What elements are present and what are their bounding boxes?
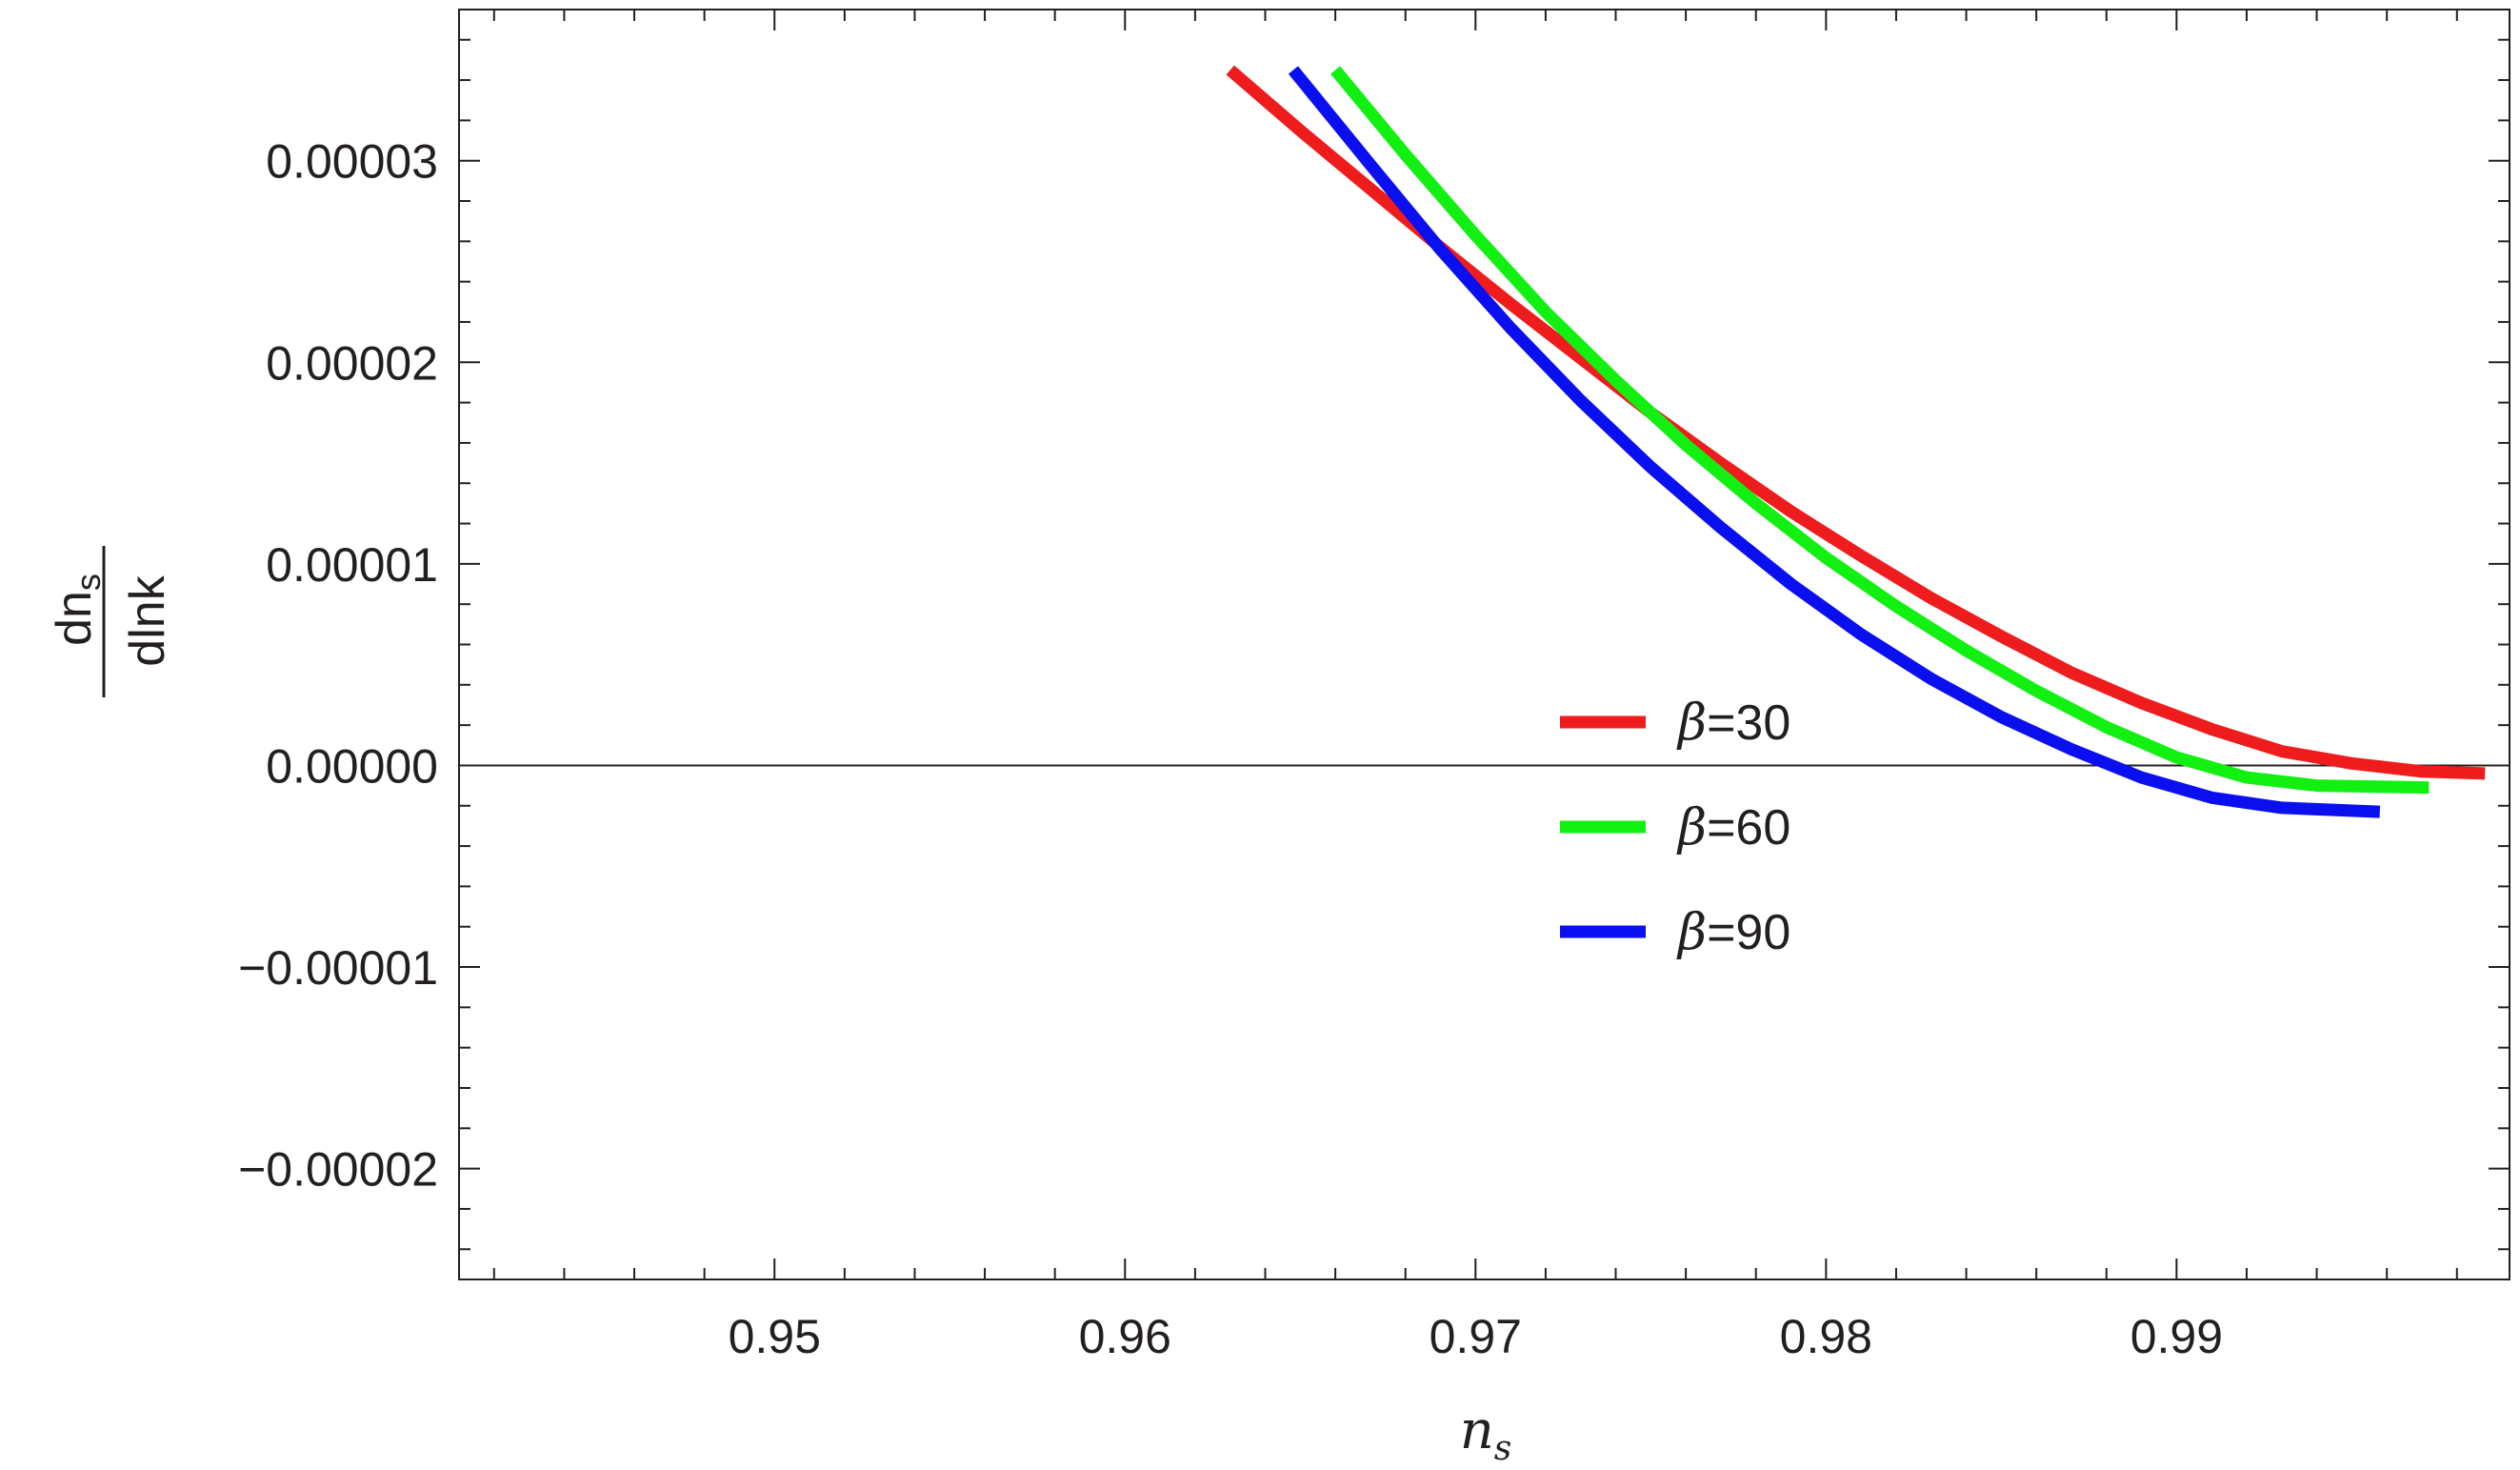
legend-value: =90 [1707,905,1790,960]
x-label-sub: s [1494,1429,1511,1468]
x-axis-label: ns [1460,1400,1512,1468]
y-label-denominator: dlnk [120,574,175,666]
y-tick-label: 0.00003 [266,135,438,189]
legend-value: =30 [1707,695,1790,751]
plot-frame [458,9,2510,1280]
legend-symbol: β [1676,904,1707,961]
tick-labels: 0.95 0.96 0.97 0.98 0.99 0.00003 0.00002 0.0000… [238,135,2223,1363]
x-tick-label: 0.95 [729,1310,821,1363]
x-label-main: n [1460,1400,1494,1461]
y-label-numerator: dns [47,574,108,646]
legend-label: β=90 [1676,904,1790,961]
y-tick-label: 0.00002 [266,336,438,390]
x-tick-label: 0.96 [1079,1310,1171,1363]
legend: β=30β=60β=90 [1560,695,1790,961]
legend-label: β=30 [1676,695,1790,752]
y-tick-label: 0.00000 [266,739,438,793]
series-line [1330,66,2430,795]
x-tick-label: 0.99 [2130,1310,2223,1363]
legend-label: β=60 [1676,799,1790,856]
plot-border [458,9,2510,1280]
axis-ticks [459,10,2510,1279]
y-axis-label: dns dlnk [47,546,175,697]
series-lines [1226,65,2486,818]
y-label-numerator-sub: s [69,574,108,591]
y-tick-label: 0.00001 [266,538,438,592]
series-line [1288,66,2381,818]
x-tick-label: 0.97 [1430,1310,1522,1363]
legend-symbol: β [1676,799,1707,856]
legend-value: =60 [1707,800,1790,856]
x-label: ns [1460,1400,1512,1468]
x-tick-label: 0.98 [1780,1310,1872,1363]
legend-symbol: β [1676,695,1707,752]
y-tick-label: −0.00002 [238,1143,438,1197]
y-tick-label: −0.00001 [238,941,438,995]
y-label-numerator-main: dn [47,591,102,646]
